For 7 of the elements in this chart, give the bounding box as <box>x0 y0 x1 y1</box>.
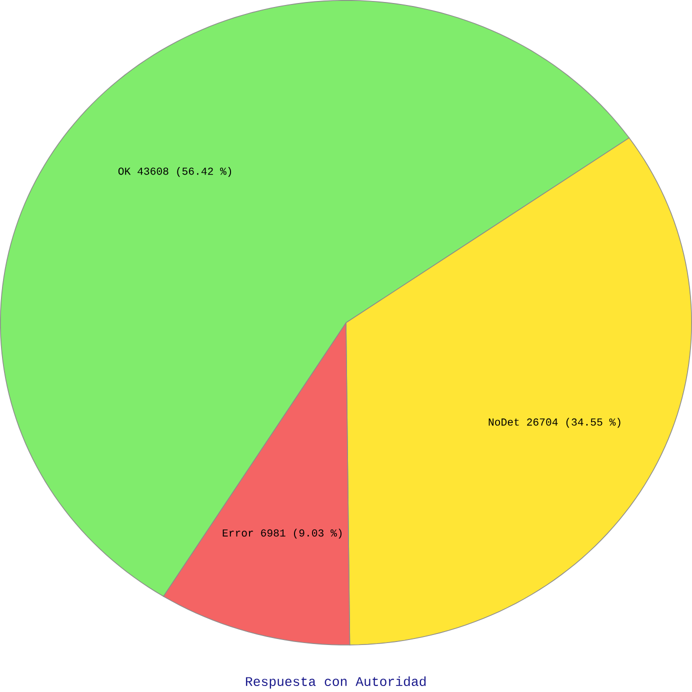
data-label: 26704 (34.55 %) <box>527 418 620 428</box>
data-label: 6981 (9.03 %) <box>261 528 342 539</box>
data-label: 43608 (56.42 %) <box>138 167 232 177</box>
slice-label: Error <box>222 529 253 537</box>
slice-label: OK <box>118 168 131 175</box>
text: Respuesta con Autoridad <box>246 676 426 689</box>
slice-label: NoDet <box>488 418 519 426</box>
